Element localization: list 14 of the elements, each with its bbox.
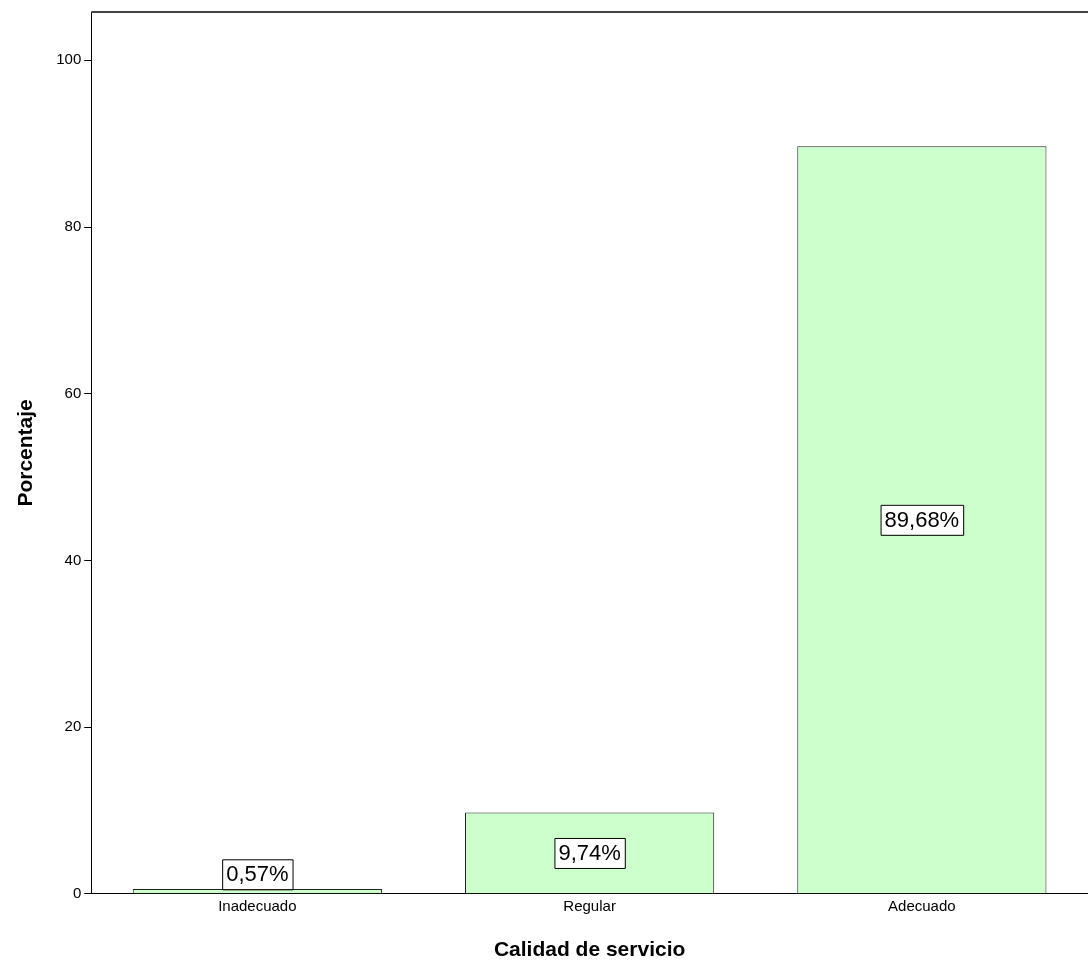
x-tick-label: Adecuado	[888, 896, 956, 914]
y-axis-title: Porcentaje	[13, 399, 37, 507]
x-tick-label: Regular	[563, 896, 616, 914]
y-tick-label: 0	[72, 883, 82, 901]
x-tick-label: Inadecuado	[218, 896, 297, 914]
data-label: 89,68%	[884, 506, 960, 532]
y-tick-label: 20	[64, 717, 82, 735]
x-axis-title: Calidad de servicio	[493, 937, 686, 961]
y-tick-label: 100	[56, 50, 82, 68]
data-label: 9,74%	[558, 840, 621, 866]
y-tick-label: 60	[64, 383, 82, 401]
data-label: 0,57%	[226, 861, 289, 887]
y-tick-label: 80	[64, 217, 82, 235]
y-tick-label: 40	[64, 550, 82, 568]
